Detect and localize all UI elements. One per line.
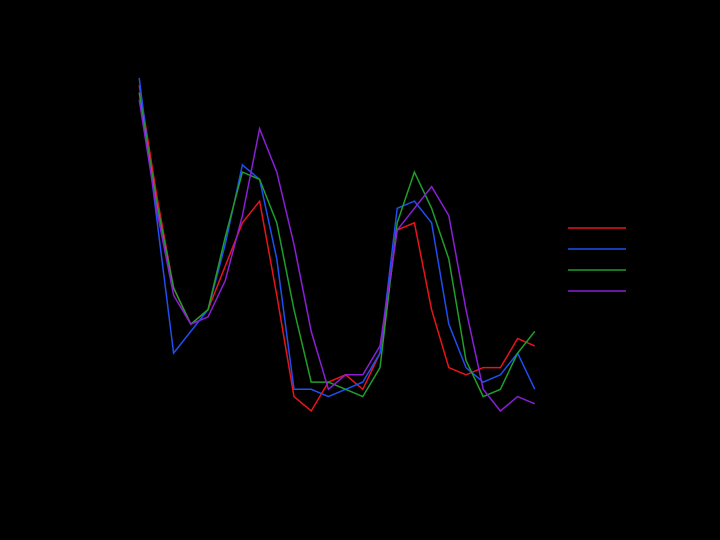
series-line (138, 77, 536, 398)
annotation: Duration (sec) (456, 105, 538, 120)
legend-label: 5 sec (648, 282, 680, 297)
y-tick-label: 0.0 (84, 320, 112, 342)
y-tick-label: 2.5 (84, 139, 112, 161)
chart-title: Motor Cortex (245, 27, 395, 57)
x-tick-label: 20 (283, 452, 305, 474)
x-tick-label: 30 (369, 452, 391, 474)
legend-label: 2 sec (648, 240, 680, 255)
x-tick-label: 15 (240, 452, 262, 474)
x-tick-label: 5 (159, 452, 170, 474)
y-tick-label: -1.5 (78, 428, 112, 450)
x-tick-label: 40 (455, 452, 477, 474)
y-tick-label: -1.0 (78, 392, 112, 414)
y-tick-label: 3.0 (84, 102, 112, 124)
y-tick-label: 3.5 (84, 66, 112, 88)
x-tick-label: 35 (412, 452, 434, 474)
x-tick-label: 50 (541, 452, 563, 474)
x-tick-label: 0 (116, 452, 127, 474)
x-tick-label: 10 (197, 452, 219, 474)
y-tick-label: 2.0 (84, 175, 112, 197)
legend-label: 1 sec (648, 219, 680, 234)
series-line (138, 85, 536, 413)
legend-label: 3 sec (648, 261, 680, 276)
x-tick-label: 45 (498, 452, 520, 474)
series-line (138, 99, 536, 413)
y-tick-label: 1.5 (84, 211, 112, 233)
x-tick-label: 25 (326, 452, 348, 474)
y-tick-label: -0.5 (78, 356, 112, 378)
y-tick-label: 1.0 (84, 247, 112, 269)
y-tick-label: 0.5 (84, 283, 112, 305)
series-line (138, 92, 536, 398)
x-axis-label: Time (sec) (281, 480, 393, 507)
